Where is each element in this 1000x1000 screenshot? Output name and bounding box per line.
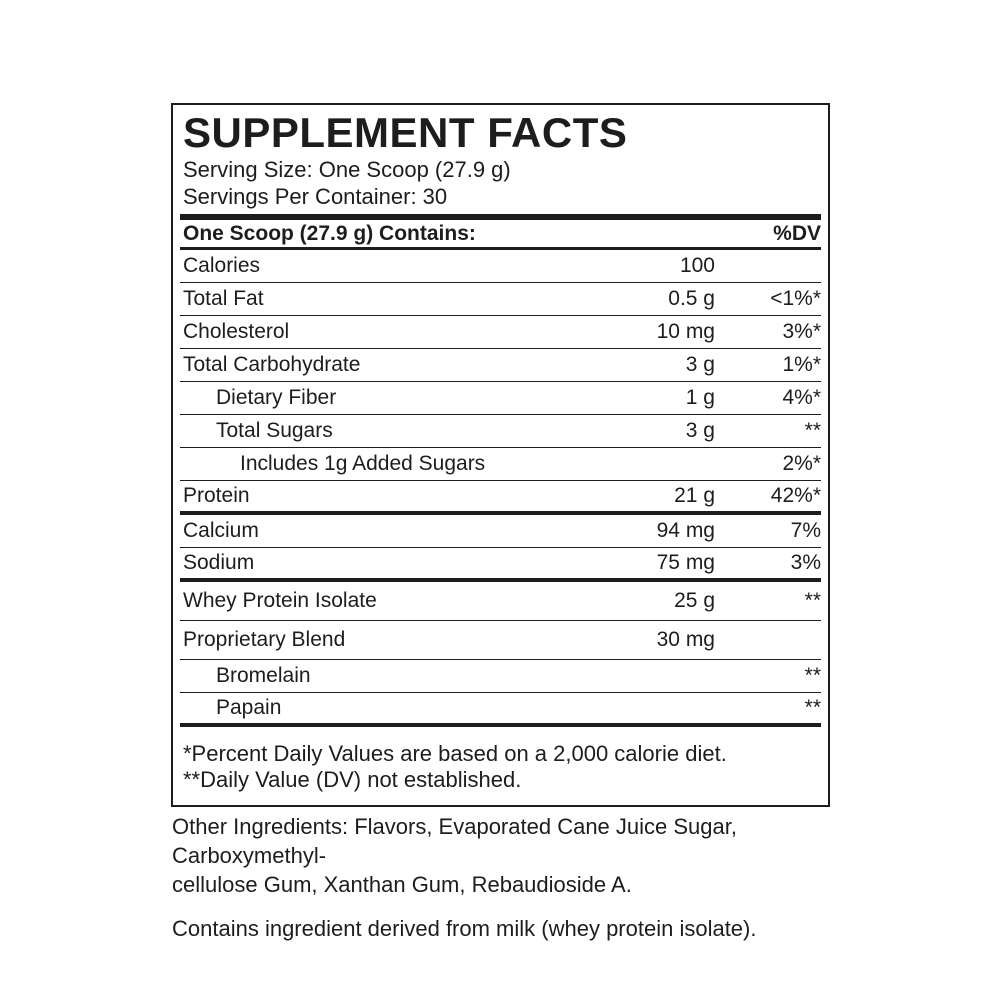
nutrient-amount: 100 [679,254,715,277]
nutrient-amount: 30 mg [656,628,715,651]
panel-header-section: SUPPLEMENT FACTS Serving Size: One Scoop… [180,105,821,220]
nutrient-name: Total Sugars [216,419,333,442]
nutrient-amount: 10 mg [656,320,715,343]
supplement-facts-panel: SUPPLEMENT FACTS Serving Size: One Scoop… [171,103,830,807]
table-row: Bromelain ** [180,660,821,693]
below-panel-text: Other Ingredients: Flavors, Evaporated C… [172,812,872,943]
nutrient-dv: 42%* [770,484,821,507]
nutrient-amount: 94 mg [656,519,715,542]
table-row: Total Fat 0.5 g <1%* [180,283,821,316]
nutrient-name: Proprietary Blend [183,628,346,651]
table-row: Whey Protein Isolate 25 g ** [180,582,821,621]
table-row: Total Carbohydrate 3 g 1%* [180,349,821,382]
nutrient-dv: ** [804,664,821,687]
not-established-footnote: **Daily Value (DV) not established. [183,767,522,792]
nutrient-amount: 1 g [685,386,715,409]
nutrient-dv: 2%* [782,452,821,475]
nutrient-dv: ** [804,419,821,442]
nutrient-name: Dietary Fiber [216,386,337,409]
nutrient-amount: 0.5 g [668,287,715,310]
table-row: Calcium 94 mg 7% [180,515,821,548]
nutrient-dv: 3% [790,551,821,574]
table-row: Includes 1g Added Sugars 2%* [180,448,821,481]
footnotes-section: *Percent Daily Values are based on a 2,0… [180,727,821,805]
nutrient-amount: 25 g [674,589,715,612]
other-ingredients-text: Other Ingredients: Flavors, Evaporated C… [172,814,737,897]
table-row: Cholesterol 10 mg 3%* [180,316,821,349]
nutrient-dv: <1%* [770,287,821,310]
table-row: Total Sugars 3 g ** [180,415,821,448]
nutrient-name: Includes 1g Added Sugars [240,452,486,475]
nutrient-name: Protein [183,484,250,507]
nutrient-name: Calcium [183,519,259,542]
nutrient-name: Sodium [183,551,255,574]
nutrient-amount: 3 g [685,353,715,376]
nutrient-dv: 4%* [782,386,821,409]
nutrient-dv: 3%* [782,320,821,343]
table-row: Proprietary Blend 30 mg [180,621,821,660]
nutrient-amount: 75 mg [656,551,715,574]
table-row: Protein 21 g 42%* [180,481,821,515]
percent-dv-header: %DV [773,221,821,245]
allergen-statement: Contains ingredient derived from milk (w… [172,916,757,941]
serving-size: Serving Size: One Scoop (27.9 g) [183,157,511,182]
panel-title: SUPPLEMENT FACTS [183,109,628,156]
nutrient-amount: 21 g [674,484,715,507]
nutrient-dv: 7% [790,519,821,542]
table-row: Papain ** [180,693,821,727]
nutrient-amount: 3 g [685,419,715,442]
percent-dv-footnote: *Percent Daily Values are based on a 2,0… [183,741,727,766]
facts-rows: Calories 100 Total Fat 0.5 g <1%* Cholesterol… [180,250,821,727]
nutrient-name: Papain [216,696,282,719]
nutrient-name: Total Fat [183,287,264,310]
facts-column-header: One Scoop (27.9 g) Contains: %DV [180,220,821,250]
nutrient-dv: ** [804,589,821,612]
contains-header: One Scoop (27.9 g) Contains: [183,221,476,245]
nutrient-name: Calories [183,254,261,277]
nutrient-dv: 1%* [782,353,821,376]
nutrient-name: Bromelain [216,664,311,687]
servings-per-container: Servings Per Container: 30 [183,184,448,209]
nutrient-name: Whey Protein Isolate [183,589,377,612]
table-row: Dietary Fiber 1 g 4%* [180,382,821,415]
nutrient-dv: ** [804,696,821,719]
nutrient-name: Total Carbohydrate [183,353,361,376]
table-row: Sodium 75 mg 3% [180,548,821,582]
nutrient-name: Cholesterol [183,320,290,343]
table-row: Calories 100 [180,250,821,283]
